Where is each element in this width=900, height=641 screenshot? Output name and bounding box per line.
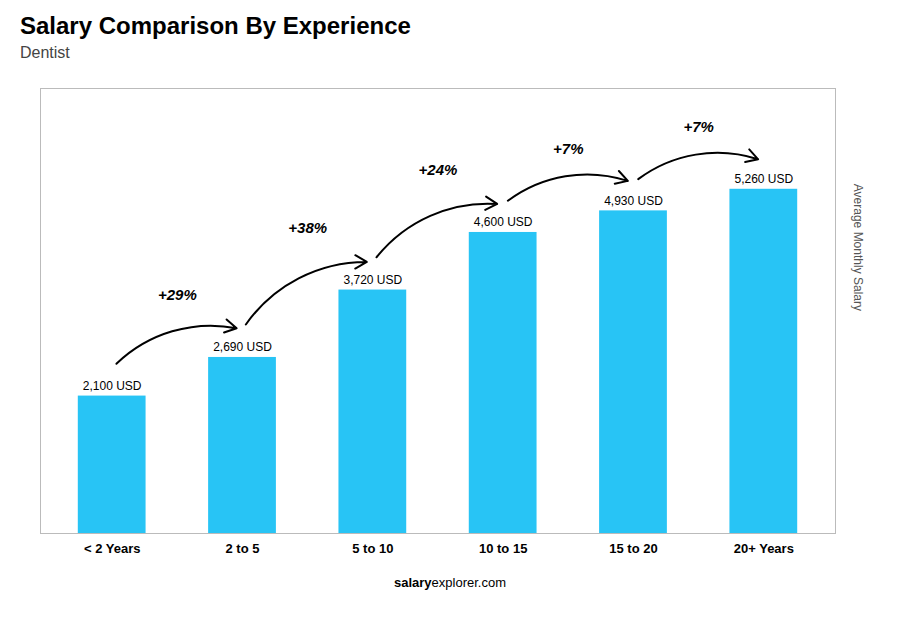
svg-text:4,600 USD: 4,600 USD [474, 215, 533, 229]
svg-text:10 to 15: 10 to 15 [479, 541, 527, 556]
svg-text:3,720 USD: 3,720 USD [343, 273, 402, 287]
svg-text:5 to 10: 5 to 10 [352, 541, 393, 556]
svg-text:2,690 USD: 2,690 USD [213, 340, 272, 354]
svg-text:5,260 USD: 5,260 USD [734, 172, 793, 186]
svg-text:15 to 20: 15 to 20 [609, 541, 657, 556]
html-text:Dentist: Dentist [20, 44, 70, 61]
svg-text:< 2 Years: < 2 Years [84, 541, 141, 556]
svg-text:+7%: +7% [553, 140, 583, 157]
svg-text:20+ Years: 20+ Years [734, 541, 794, 556]
html-text:salary explorer.com: salary explorer.com [394, 575, 506, 590]
svg-text:2 to 5: 2 to 5 [226, 541, 260, 556]
svg-text:4,930 USD: 4,930 USD [604, 194, 663, 208]
svg-text:2,100 USD: 2,100 USD [83, 379, 142, 393]
svg-text:+38%: +38% [288, 219, 327, 236]
html-text:Salary Comparison By Experienc: Salary Comparison By Experience [20, 12, 411, 39]
svg-text:+29%: +29% [158, 286, 197, 303]
svg-text:+24%: +24% [419, 161, 458, 178]
svg-text:Average Monthly Salary: Average Monthly Salary [851, 184, 865, 311]
svg-text:+7%: +7% [683, 118, 713, 135]
